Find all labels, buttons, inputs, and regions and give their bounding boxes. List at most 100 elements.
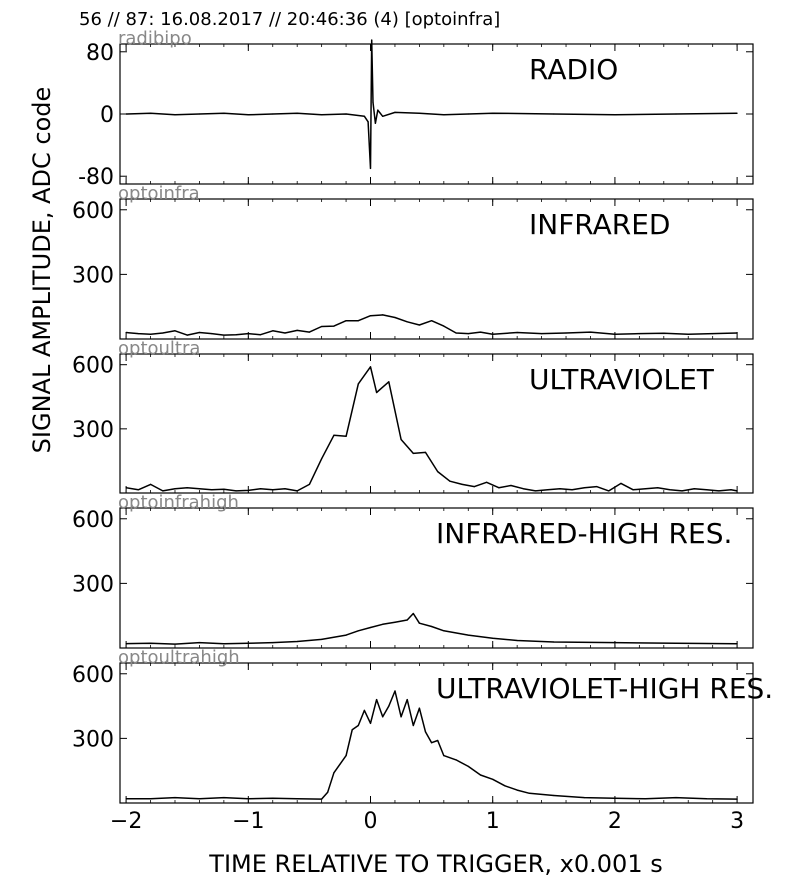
data-point [492, 778, 494, 780]
data-point [388, 381, 390, 383]
data-point [284, 332, 286, 334]
data-point [400, 438, 402, 441]
panel-2: 600 300 optoinfra INFRARED [72, 183, 754, 340]
data-point [174, 330, 176, 332]
data-point [712, 333, 714, 335]
data-point [272, 642, 274, 644]
data-point [681, 490, 683, 492]
data-point [369, 315, 372, 317]
source-label: optoinfra [118, 183, 200, 204]
panel-label: ULTRAVIOLET-HIGH RES. [436, 672, 773, 705]
data-point [371, 39, 373, 41]
data-point [369, 722, 372, 724]
data-point [473, 486, 475, 488]
data-point [125, 643, 127, 645]
data-point [394, 690, 396, 692]
series-line [126, 39, 738, 170]
data-point [247, 114, 249, 116]
data-point [357, 630, 359, 632]
data-point [372, 101, 374, 103]
data-point [431, 742, 433, 744]
data-point [235, 490, 237, 492]
data-point [351, 729, 353, 731]
data-point [333, 434, 335, 436]
data-point [357, 724, 359, 727]
data-point [736, 490, 738, 492]
x-tick-label: −2 [110, 809, 142, 834]
panel-label: INFRARED-HIGH RES. [436, 517, 732, 550]
y-axis-label: SIGNAL AMPLITUDE, ADC code [28, 87, 56, 454]
data-point [522, 488, 524, 490]
data-point [547, 489, 549, 491]
y-tick-label: 600 [72, 354, 114, 379]
data-point [424, 451, 427, 453]
data-point [186, 334, 188, 336]
data-point [125, 331, 127, 334]
data-point [589, 331, 592, 333]
y-tick-label: 300 [72, 572, 114, 597]
data-point [492, 637, 494, 639]
data-point [504, 785, 506, 787]
data-point [675, 642, 677, 644]
data-point [614, 797, 616, 799]
data-point [406, 699, 408, 701]
y-tick-label: 0 [100, 103, 114, 128]
data-point [174, 643, 176, 645]
data-point [467, 113, 469, 115]
data-point [369, 366, 372, 368]
y-tick-label: 600 [72, 508, 114, 533]
data-point [394, 111, 396, 113]
panel-label: ULTRAVIOLET [529, 363, 715, 396]
panel-3: 600 300 optoultra ULTRAVIOLET [72, 338, 754, 494]
data-point [730, 489, 732, 491]
data-point [461, 483, 463, 485]
data-point [382, 115, 384, 117]
data-point [418, 707, 420, 709]
data-point [272, 330, 274, 332]
data-point [125, 487, 127, 489]
data-point [412, 724, 414, 727]
data-point [424, 731, 427, 733]
data-point [308, 331, 310, 333]
data-point [614, 114, 616, 116]
source-label: optoultrahigh [118, 647, 240, 668]
data-point [321, 638, 323, 641]
data-point [125, 798, 127, 800]
data-point [223, 112, 225, 114]
data-point [150, 333, 152, 335]
data-point [382, 314, 384, 316]
data-point [345, 435, 347, 437]
data-point [150, 642, 152, 644]
data-point [632, 489, 634, 491]
data-point [247, 798, 249, 800]
data-point [541, 333, 543, 335]
data-point [211, 489, 213, 491]
x-axis-label: TIME RELATIVE TO TRIGGER, x0.001 s [208, 850, 662, 878]
series-line [126, 314, 738, 336]
data-point [418, 324, 420, 326]
panel-frame [119, 198, 754, 340]
panel-frame [119, 507, 754, 649]
data-point [706, 489, 708, 491]
data-point [162, 332, 164, 334]
data-point [382, 623, 384, 625]
data-point [150, 798, 152, 800]
data-point [150, 483, 152, 485]
data-point [516, 789, 518, 791]
data-point [296, 329, 298, 331]
data-point [247, 489, 249, 491]
data-point [718, 490, 720, 492]
data-point [345, 634, 347, 636]
data-point [467, 765, 469, 768]
data-point [406, 619, 408, 621]
data-point [357, 383, 359, 385]
data-point [498, 487, 500, 489]
data-point [339, 763, 341, 765]
y-tick-label: 300 [72, 727, 114, 752]
data-point [614, 333, 616, 335]
data-point [675, 113, 677, 115]
y-tick-label: 600 [72, 663, 114, 688]
data-point [663, 332, 665, 334]
x-tick-label: 3 [730, 809, 744, 834]
x-tick-label: −1 [232, 809, 264, 834]
